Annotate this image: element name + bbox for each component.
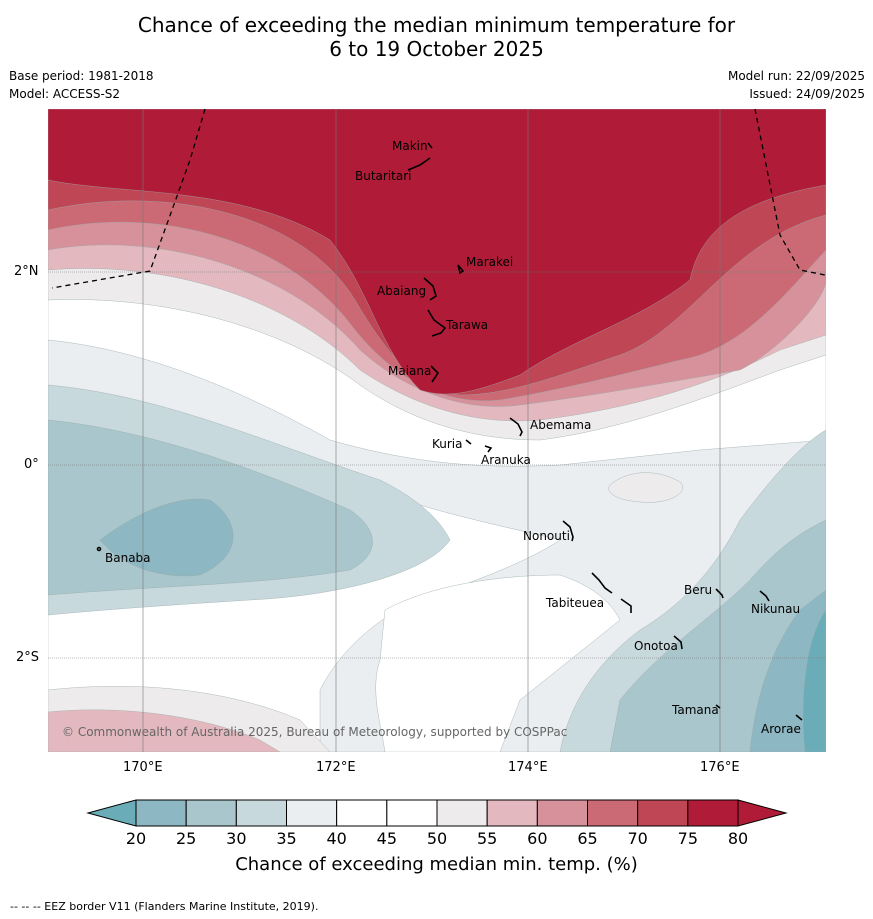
- place-abemama: Abemama: [530, 418, 592, 432]
- colorbar-tick-label: 25: [175, 829, 197, 848]
- colorbar-tick-label: 60: [527, 829, 548, 848]
- place-banaba: Banaba: [105, 551, 151, 565]
- place-maiana: Maiana: [388, 364, 432, 378]
- colorbar-label: Chance of exceeding median min. temp. (%…: [235, 854, 638, 875]
- place-beru: Beru: [684, 583, 713, 597]
- colorbar-tick-label: 20: [125, 829, 147, 848]
- colorbar-tick-label: 45: [376, 829, 397, 848]
- colorbar-cell: [286, 799, 338, 827]
- colorbar-tick-label: 30: [226, 829, 247, 848]
- place-nonouti: Nonouti: [523, 529, 570, 543]
- place-nikunau: Nikunau: [751, 602, 801, 616]
- place-onotoa: Onotoa: [634, 639, 678, 653]
- colorbar-cell: [386, 799, 438, 827]
- colorbar-tick-label: 50: [426, 829, 448, 848]
- place-butaritari: Butaritari: [355, 169, 412, 183]
- colorbar-tick-label: 65: [577, 829, 598, 848]
- island-outlines: [96, 142, 803, 721]
- colorbar-cell: [687, 799, 739, 827]
- title-line-1: Chance of exceeding the median minimum t…: [137, 13, 736, 37]
- place-arorae: Arorae: [761, 722, 801, 736]
- colorbar-cell: [436, 799, 488, 827]
- colorbar-tick-label: 80: [727, 829, 749, 848]
- colorbar-cell: [135, 799, 187, 827]
- issued-date: Issued: 24/09/2025: [749, 87, 865, 101]
- colorbar: [86, 799, 788, 827]
- base-period: Base period: 1981-2018: [9, 69, 154, 83]
- model-name: Model: ACCESS-S2: [9, 87, 121, 101]
- colorbar-cell: [536, 799, 588, 827]
- place-tarawa: Tarawa: [446, 318, 489, 332]
- colorbar-tick-label: 35: [276, 829, 297, 848]
- eez-border: [51, 108, 826, 289]
- lon-label-176: 176°E: [700, 760, 740, 775]
- title-line-2: 6 to 19 October 2025: [329, 37, 544, 61]
- place-tamana: Tamana: [672, 703, 719, 717]
- colorbar-tick-label: 40: [326, 829, 347, 848]
- place-aranuka: Aranuka: [481, 453, 531, 467]
- eez-footnote: -- -- -- EEZ border V11 (Flanders Marine…: [10, 900, 319, 913]
- place-tabiteuea: Tabiteuea: [546, 596, 605, 610]
- colorbar-tick-label: 75: [677, 829, 698, 848]
- lon-label-172: 172°E: [316, 760, 356, 775]
- colorbar-cell: [185, 799, 237, 827]
- map-gridlines: [48, 109, 826, 752]
- lon-label-174: 174°E: [508, 760, 548, 775]
- colorbar-cell: [486, 799, 538, 827]
- lat-label-0: 0°: [24, 457, 39, 472]
- colorbar-tick-label: 70: [627, 829, 648, 848]
- lon-label-170: 170°E: [123, 760, 163, 775]
- place-marakei: Marakei: [466, 255, 514, 269]
- place-makin: Makin: [392, 139, 428, 153]
- colorbar-tick-label: 55: [476, 829, 498, 848]
- lat-label-2s: 2°S: [16, 650, 40, 665]
- colorbar-cell: [235, 799, 287, 827]
- place-abaiang: Abaiang: [377, 284, 427, 298]
- lat-label-2n: 2°N: [14, 264, 39, 279]
- probability-contours: [48, 109, 826, 752]
- colorbar-cell: [637, 799, 689, 827]
- colorbar-cell: [587, 799, 639, 827]
- place-kuria: Kuria: [432, 437, 463, 451]
- colorbar-cell: [336, 799, 388, 827]
- copyright-notice: © Commonwealth of Australia 2025, Bureau…: [62, 725, 568, 739]
- model-run: Model run: 22/09/2025: [727, 69, 865, 83]
